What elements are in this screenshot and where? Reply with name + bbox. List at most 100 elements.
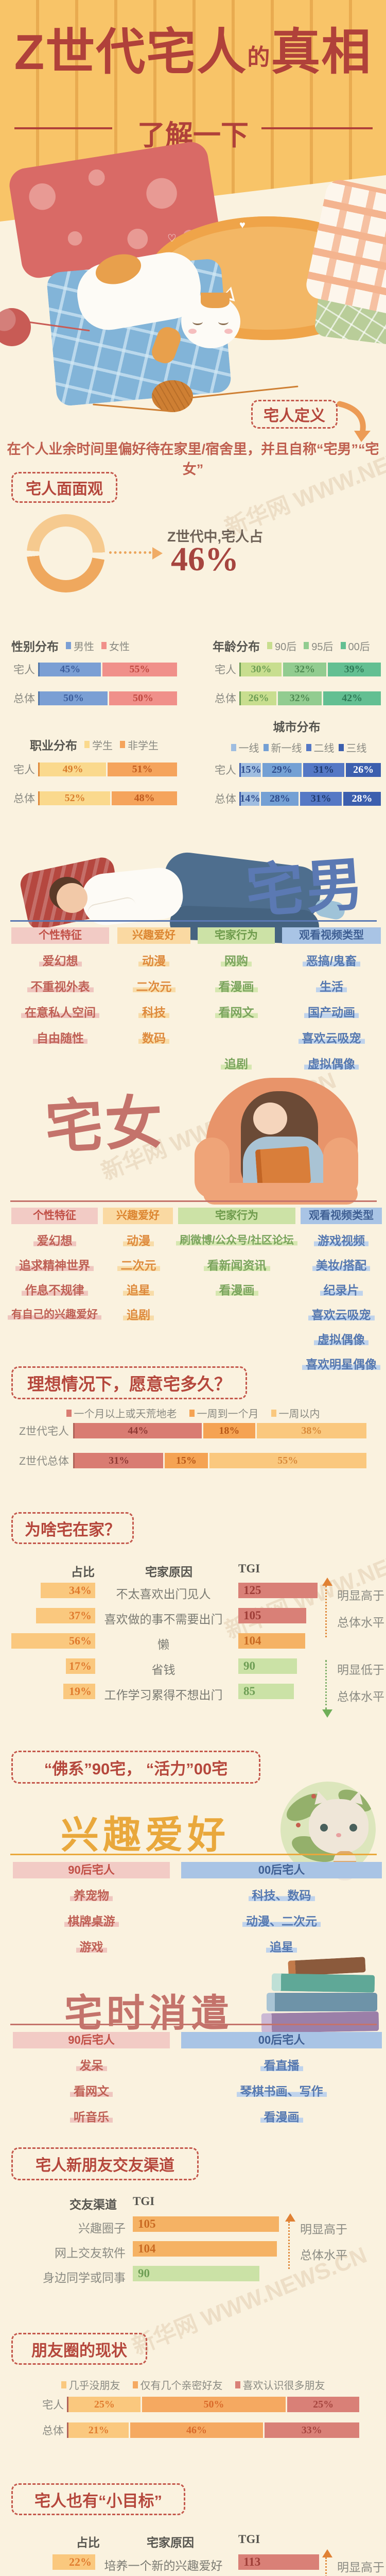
annotation-low-2: 总体水平 [337, 1690, 384, 1703]
list-item: 动漫 [138, 951, 169, 969]
list-item: 自由随性 [33, 1028, 87, 1046]
hobbies-group-90: 90后宅人 [13, 1862, 170, 1878]
bar-segment: 55% [209, 1453, 366, 1468]
bar-segment: 51% [108, 762, 177, 776]
list-item: 虚拟偶像 [304, 1054, 359, 1072]
occupation-row-zhairen: 宅人 49% 51% [11, 761, 177, 777]
subtitle-line-left [14, 127, 112, 129]
book-icon [267, 1993, 377, 2011]
legend-95s: 95后 [304, 638, 334, 653]
gender-row-total: 总体 50% 50% [11, 690, 177, 706]
col-header-reason: 宅家原因 [145, 1565, 192, 1579]
age-chart-head: 年龄分布 90后 95后 00后 [213, 637, 381, 654]
list-item: 喜欢云吸宠 [308, 1305, 375, 1323]
bar-segment: 49% [40, 762, 108, 776]
annotation-high: 明显高于 [337, 1589, 384, 1602]
col-header-pct: 占比 [76, 2536, 100, 2549]
tgi-bar: 113 [238, 2554, 319, 2570]
legend-nonstudent: 非学生 [120, 737, 159, 752]
stacked-bar: 45% 55% [38, 662, 177, 676]
cat-head-icon [309, 1789, 369, 1854]
hobbies-divider [10, 1854, 377, 1855]
list-item: 国产动画 [304, 1003, 359, 1020]
book-icon [271, 1973, 375, 1993]
tgi-high-arrow [322, 1578, 332, 1637]
hobbies-title: 兴趣爱好 [61, 1814, 230, 1856]
stacked-bar: 50% 50% [38, 691, 177, 705]
tgi-bar: 90 [238, 1658, 297, 1674]
city-row-zhairen: 宅人 15% 29% 31% 26% [213, 762, 381, 777]
bar-segment: 18% [203, 1423, 257, 1438]
annotation-low: 明显低于 [337, 1663, 384, 1676]
reason-label: 懒 [157, 1638, 169, 1651]
gender-chart-head: 性别分布 男性 女性 [11, 637, 177, 654]
channels-badge: 宅人新朋友交友渠道 [11, 2147, 199, 2180]
bar-segment: 44% [75, 1423, 203, 1438]
channel-label: 身边同学或同事 [43, 2271, 126, 2284]
city-row-total: 总体 14% 28% 31% 28% [213, 791, 381, 806]
list-item: 追求精神世界 [15, 1256, 94, 1273]
legend-female: 女性 [101, 638, 130, 653]
list-item: 恶搞/鬼畜 [302, 951, 361, 969]
legend-male: 男性 [66, 638, 94, 653]
legend-few-friends: 仅有几个亲密好友 [132, 2377, 223, 2392]
list-item: 追剧 [123, 1305, 154, 1323]
bar-segment: 52% [40, 791, 112, 805]
bar-segment: 33% [264, 2422, 359, 2438]
zhainan-divider [10, 920, 377, 922]
zhainan-title: 宅男 [243, 852, 368, 924]
list-item: 喜欢云吸宠 [298, 1028, 365, 1046]
zhainv-videos-column: 游戏视频 美妆/搭配 纪录片 喜欢云吸宠 虚拟偶像 喜欢明星偶像 [301, 1227, 382, 1376]
bar-segment: 31% [303, 762, 346, 777]
list-item: 游戏视频 [314, 1231, 369, 1248]
zhainv-header-interests: 兴趣爱好 [103, 1208, 173, 1224]
row-label: Z世代宅人 [19, 1426, 69, 1437]
legend-newtier1: 新一线 [263, 740, 302, 755]
list-item: 看直播 [260, 2056, 303, 2073]
book-icon [261, 2011, 379, 2033]
occupation-row-total: 总体 52% 48% [11, 790, 177, 806]
list-item: 不重视外表 [27, 977, 94, 994]
cat-cheek-left [188, 329, 197, 334]
row-label: 总体 [215, 693, 236, 705]
list-item: 追星 [266, 1937, 297, 1955]
tgi-bar: 104 [238, 1633, 305, 1649]
goals-badge: 宅人也有“小目标” [11, 2483, 185, 2515]
annotation-high: 明显高于 [300, 2223, 347, 2236]
list-item: 动漫、二次元 [242, 1911, 321, 1929]
list-item: 听音乐 [70, 2107, 113, 2125]
row-label: 总体 [42, 2425, 64, 2437]
list-item: 爱幻想 [39, 951, 82, 969]
legend-tier3: 三线 [338, 740, 367, 755]
row-label: 总体 [13, 693, 35, 705]
list-item: 生活 [316, 977, 347, 994]
legend-tier2: 二线 [306, 740, 335, 755]
donut-chart [27, 514, 105, 592]
zhainv-header-behaviors: 宅家行为 [178, 1208, 295, 1224]
title-emph: 真相 [271, 25, 372, 80]
zhainan-behaviors-column: 网购 看漫画 看网文 追剧 [198, 947, 275, 1076]
list-item: 琴棋书画、写作 [236, 2081, 327, 2099]
list-item: 看漫画 [215, 977, 258, 994]
pastime-group-00: 00后宅人 [181, 2032, 382, 2048]
list-item: 游戏 [76, 1937, 107, 1955]
pastime-00-column: 看直播 琴棋书画、写作 看漫画 [181, 2052, 382, 2129]
pct-bar: 22% [52, 2554, 95, 2570]
zhainan-header-videos: 观看视频类型 [282, 927, 381, 944]
reason-label: 省钱 [151, 1663, 176, 1676]
female-swatch [101, 642, 107, 649]
list-item: 喜欢明星偶像 [302, 1354, 380, 1372]
tgi-high-arrow [322, 2549, 332, 2576]
col-header-channel: 交友渠道 [69, 2198, 117, 2211]
list-item: 动漫 [123, 1231, 154, 1248]
arrow-right-icon [152, 547, 163, 560]
bar-segment: 25% [68, 2397, 142, 2412]
zhainv-behaviors-column: 刷微博/公众号/社区论坛 看新闻资讯 看漫画 [175, 1227, 299, 1301]
legend-within-week: 一周以内 [271, 1405, 320, 1420]
list-item: 网购 [221, 951, 252, 969]
row-label: 宅人 [13, 664, 35, 676]
bar-segment: 25% [287, 2397, 359, 2412]
bar-segment: 26% [346, 762, 381, 777]
bar-segment: 26% [241, 691, 278, 705]
bar-segment: 50% [109, 691, 177, 705]
